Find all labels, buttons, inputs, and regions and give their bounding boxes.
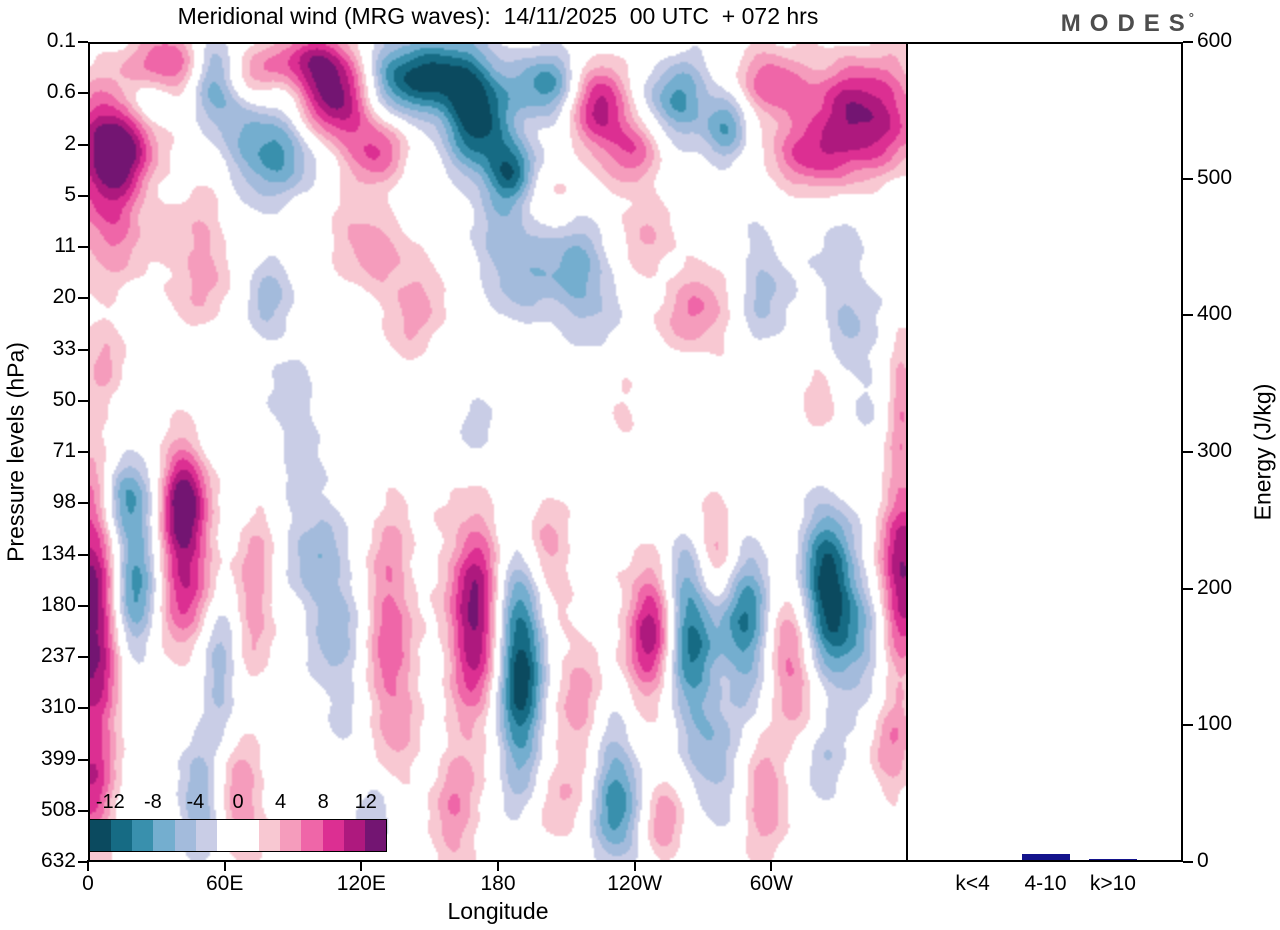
chart-title: Meridional wind (MRG waves): 14/11/2025 … xyxy=(177,3,819,29)
longitude-tick-label: 60E xyxy=(205,872,244,895)
pressure-tick xyxy=(78,41,88,43)
pressure-tick xyxy=(78,348,88,351)
colorbar-cell xyxy=(259,820,281,851)
pressure-tick xyxy=(78,451,88,453)
colorbar-cell xyxy=(111,820,133,851)
pressure-tick xyxy=(78,861,88,863)
pressure-tick xyxy=(78,656,88,658)
pressure-tick xyxy=(78,246,88,248)
longitude-tick xyxy=(770,860,773,871)
modes-logo: MODES° xyxy=(1061,10,1194,38)
pressure-tick-label: 5 xyxy=(64,182,76,206)
pressure-tick xyxy=(78,143,88,146)
longitude-tick xyxy=(223,860,226,871)
energy-tick xyxy=(1183,314,1193,317)
energy-bar xyxy=(1088,859,1137,860)
pressure-tick xyxy=(78,194,88,197)
colorbar-cell xyxy=(153,820,175,851)
bar-category-label: k>10 xyxy=(1089,872,1136,895)
pressure-tick xyxy=(78,809,88,812)
colorbar-cell xyxy=(343,820,365,851)
longitude-tick xyxy=(360,860,363,871)
pressure-tick-label: 632 xyxy=(40,849,76,872)
colorbar xyxy=(89,819,387,852)
colorbar-labels: -12 -8 -4 0 4 8 12 xyxy=(89,791,387,817)
bar-category-label: k<4 xyxy=(955,872,990,895)
longitude-tick xyxy=(87,860,89,871)
energy-tick-label: 400 xyxy=(1197,302,1233,326)
pressure-tick-label: 237 xyxy=(40,644,76,667)
energy-tick-label: 100 xyxy=(1197,712,1233,736)
energy-tick-label: 300 xyxy=(1197,439,1233,462)
longitude-tick-label: 120W xyxy=(607,872,663,895)
colorbar-cell xyxy=(195,820,217,851)
energy-tick xyxy=(1183,177,1193,180)
pressure-tick xyxy=(78,707,88,710)
pressure-tick-label: 20 xyxy=(52,285,76,309)
modes-logo-text: MODES xyxy=(1060,10,1194,37)
pressure-tick-label: 180 xyxy=(40,592,76,616)
colorbar-cell xyxy=(216,820,238,851)
pressure-tick xyxy=(78,758,88,761)
panel-divider xyxy=(906,42,908,862)
pressure-tick xyxy=(78,399,88,402)
longitude-tick-label: 120E xyxy=(336,872,386,895)
pressure-tick-label: 71 xyxy=(52,439,76,462)
pressure-tick-label: 134 xyxy=(40,541,76,565)
pressure-tick-label: 0.1 xyxy=(46,29,76,52)
energy-tick xyxy=(1183,451,1193,453)
pressure-tick-label: 33 xyxy=(52,336,76,360)
longitude-axis-label: Longitude xyxy=(447,898,549,924)
pressure-tick xyxy=(78,502,88,505)
colorbar-cell xyxy=(364,820,386,851)
pressure-tick-label: 0.6 xyxy=(46,80,76,104)
colorbar-tick-label: 0 xyxy=(232,791,244,813)
colorbar-tick-label: -8 xyxy=(143,791,162,813)
pressure-tick xyxy=(78,553,88,556)
energy-tick-label: 200 xyxy=(1197,575,1233,599)
pressure-tick-label: 399 xyxy=(40,746,76,770)
longitude-tick xyxy=(633,860,636,871)
longitude-tick-label: 60W xyxy=(749,872,793,895)
pressure-axis-label: Pressure levels (hPa) xyxy=(2,342,29,562)
longitude-tick-label: 0 xyxy=(82,872,94,895)
colorbar-cell xyxy=(280,820,302,851)
colorbar-tick-label: 12 xyxy=(354,791,377,813)
energy-tick xyxy=(1183,724,1193,727)
energy-tick xyxy=(1183,587,1193,590)
colorbar-cell xyxy=(132,820,154,851)
colorbar-cell xyxy=(174,820,196,851)
colorbar-tick-label: 8 xyxy=(317,791,329,813)
pressure-tick xyxy=(78,297,88,300)
contour-field-canvas xyxy=(90,44,906,860)
pressure-tick-label: 508 xyxy=(40,797,76,821)
pressure-tick xyxy=(78,92,88,95)
colorbar-tick-label: -12 xyxy=(95,791,125,813)
pressure-tick-label: 98 xyxy=(52,490,76,514)
energy-tick-label: 500 xyxy=(1197,165,1233,189)
colorbar-tick-label: 4 xyxy=(275,791,287,813)
pressure-tick-label: 2 xyxy=(64,131,76,155)
energy-bar xyxy=(1021,854,1070,860)
colorbar-cell xyxy=(237,820,260,851)
colorbar-tick-label: -4 xyxy=(186,791,205,813)
energy-tick xyxy=(1183,41,1193,43)
energy-axis-label: Energy (J/kg) xyxy=(1249,383,1276,521)
modes-logo-degree: ° xyxy=(1188,10,1194,25)
energy-tick xyxy=(1183,861,1193,863)
bar-category-label: 4-10 xyxy=(1024,872,1067,895)
pressure-tick-label: 310 xyxy=(40,695,76,719)
pressure-tick-label: 11 xyxy=(54,234,76,257)
colorbar-cell xyxy=(322,820,344,851)
energy-tick-label: 600 xyxy=(1197,29,1233,52)
longitude-tick xyxy=(497,860,499,871)
pressure-tick-label: 50 xyxy=(52,387,76,411)
longitude-tick-label: 180 xyxy=(480,872,516,895)
colorbar-cell xyxy=(301,820,323,851)
energy-tick-label: 0 xyxy=(1197,849,1209,872)
colorbar-cell xyxy=(90,820,112,851)
pressure-tick xyxy=(78,604,88,607)
